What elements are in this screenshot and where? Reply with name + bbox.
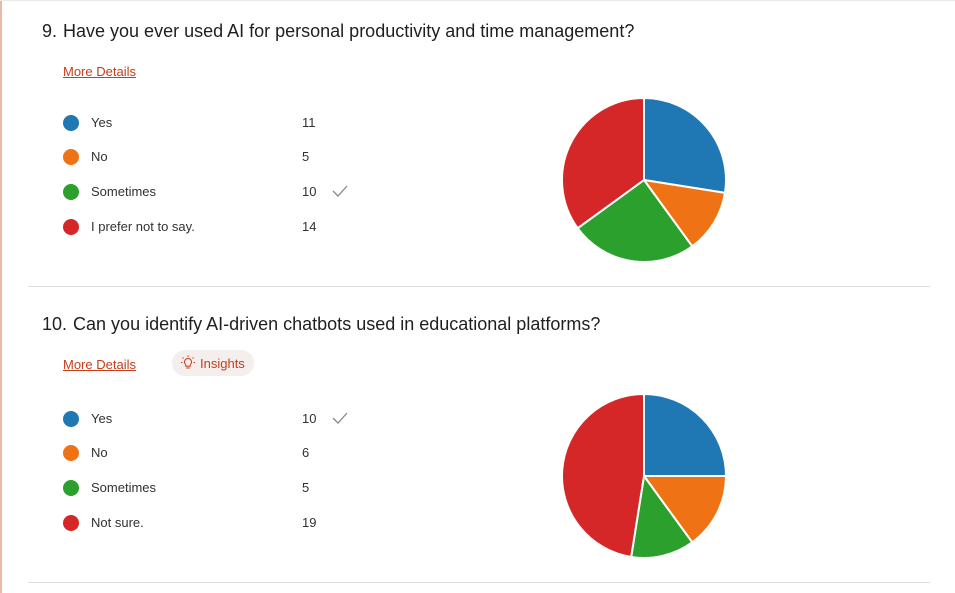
pie-slice-not-sure bbox=[561, 392, 645, 559]
checkmark-icon bbox=[332, 412, 348, 424]
legend-swatch bbox=[63, 115, 79, 131]
pie-slice-i-prefer-not-to-say bbox=[561, 96, 645, 230]
legend-item: Yes 10 bbox=[63, 409, 363, 429]
legend-label: Sometimes bbox=[91, 480, 157, 495]
pie-slice-no bbox=[641, 178, 727, 248]
legend-item: Sometimes 5 bbox=[63, 478, 363, 498]
legend-label: Sometimes bbox=[91, 184, 157, 199]
response-count: 10 bbox=[302, 184, 317, 199]
more-details-link[interactable]: More Details bbox=[63, 357, 136, 372]
checkmark-icon bbox=[332, 185, 348, 197]
pie-slice-yes bbox=[643, 392, 728, 477]
question-title: 10. Can you identify AI-driven chatbots u… bbox=[42, 314, 600, 335]
legend-item: Not sure. 19 bbox=[63, 513, 363, 533]
response-count: 19 bbox=[302, 515, 317, 530]
legend-item: Yes 11 bbox=[63, 113, 363, 133]
legend-label: Yes bbox=[91, 411, 113, 426]
pie-slice-no bbox=[642, 475, 728, 544]
legend-item: Sometimes 10 bbox=[63, 182, 363, 202]
legend-label: Yes bbox=[91, 115, 113, 130]
pie-chart bbox=[561, 96, 727, 263]
legend-swatch bbox=[63, 480, 79, 496]
left-accent-border bbox=[0, 0, 2, 593]
question-number: 10. bbox=[42, 314, 68, 334]
legend-label: No bbox=[91, 149, 108, 164]
response-count: 6 bbox=[302, 445, 310, 460]
section-divider bbox=[28, 286, 930, 287]
legend-label: No bbox=[91, 445, 108, 460]
question-text: Have you ever used AI for personal produ… bbox=[63, 21, 635, 41]
legend-label: Not sure. bbox=[91, 515, 144, 530]
legend-item: No 6 bbox=[63, 443, 363, 463]
pie-slice-sometimes bbox=[630, 473, 694, 559]
response-count: 10 bbox=[302, 411, 317, 426]
legend-swatch bbox=[63, 515, 79, 531]
legend-item: I prefer not to say. 14 bbox=[63, 217, 363, 237]
legend-swatch bbox=[63, 184, 79, 200]
response-count: 5 bbox=[302, 149, 310, 164]
more-details-link[interactable]: More Details bbox=[63, 64, 136, 79]
response-count: 11 bbox=[302, 115, 316, 130]
lightbulb-icon bbox=[181, 355, 195, 369]
question-title: 9. Have you ever used AI for personal pro… bbox=[42, 21, 634, 42]
pie-slice-yes bbox=[643, 96, 727, 194]
response-count: 5 bbox=[302, 480, 310, 495]
legend-label: I prefer not to say. bbox=[91, 219, 195, 234]
legend-swatch bbox=[63, 219, 79, 235]
legend-swatch bbox=[63, 411, 79, 427]
legend-swatch bbox=[63, 445, 79, 461]
response-count: 14 bbox=[302, 219, 317, 234]
top-divider bbox=[0, 0, 955, 1]
legend-item: No 5 bbox=[63, 147, 363, 167]
section-divider bbox=[28, 582, 930, 583]
pie-chart bbox=[561, 392, 728, 559]
insights-label: Insights bbox=[200, 355, 245, 371]
legend-swatch bbox=[63, 149, 79, 165]
question-text: Can you identify AI-driven chatbots used… bbox=[73, 314, 601, 334]
question-number: 9. bbox=[42, 21, 58, 41]
insights-button[interactable]: Insights bbox=[172, 350, 254, 376]
pie-slice-sometimes bbox=[576, 178, 694, 263]
